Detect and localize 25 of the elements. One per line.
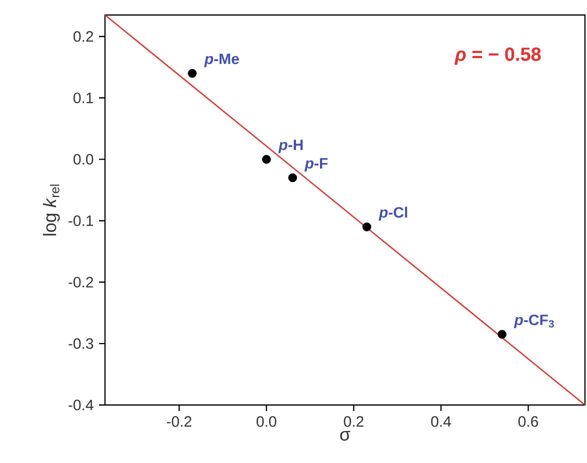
annotation: p-CF$_{3}$ — [514, 314, 554, 328]
point — [188, 68, 197, 78]
annotation: p-F — [304, 158, 328, 172]
x-tick-label: -0.2 — [166, 416, 192, 427]
x-tick-label: 0.6 — [518, 416, 538, 427]
y-tick-label: -0.2 — [68, 276, 94, 288]
annotation: p-Me — [204, 54, 239, 68]
annotation: p-H — [278, 140, 303, 154]
x-tick-label: 0.2 — [344, 416, 364, 427]
annotation: p-Cl — [378, 206, 408, 221]
x-tick-label: 0.0 — [256, 416, 276, 427]
y-tick-label: -0.3 — [68, 338, 94, 349]
y-axis-title: log k$_{rel}$ — [42, 184, 60, 236]
y-tick-label: 0.2 — [74, 31, 94, 42]
x-tick-label: 0.4 — [431, 416, 451, 427]
y-tick-label: 0.0 — [74, 154, 94, 165]
point — [262, 154, 271, 164]
y-tick-label: 0.1 — [74, 92, 94, 104]
y-tick-label: -0.4 — [68, 400, 94, 410]
point — [288, 173, 298, 182]
x-axis-title: σ — [340, 430, 350, 441]
y-tick-label: -0.1 — [68, 215, 94, 226]
point — [498, 330, 506, 339]
annotation: ρ = − 0.58 — [454, 48, 541, 65]
point — [362, 222, 372, 232]
